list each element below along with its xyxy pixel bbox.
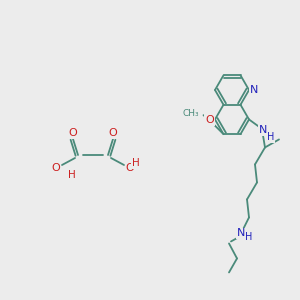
Text: N: N — [259, 125, 267, 135]
Text: H: H — [245, 232, 253, 242]
Text: CH₃: CH₃ — [183, 109, 200, 118]
Text: H: H — [68, 170, 76, 180]
Text: O: O — [109, 128, 117, 138]
Text: O: O — [205, 115, 214, 125]
Text: H: H — [132, 158, 140, 168]
Text: N: N — [237, 228, 245, 239]
Text: H: H — [267, 132, 275, 142]
Text: O: O — [69, 128, 77, 138]
Text: O: O — [52, 163, 60, 173]
Text: O: O — [126, 163, 134, 173]
Text: N: N — [250, 85, 258, 95]
